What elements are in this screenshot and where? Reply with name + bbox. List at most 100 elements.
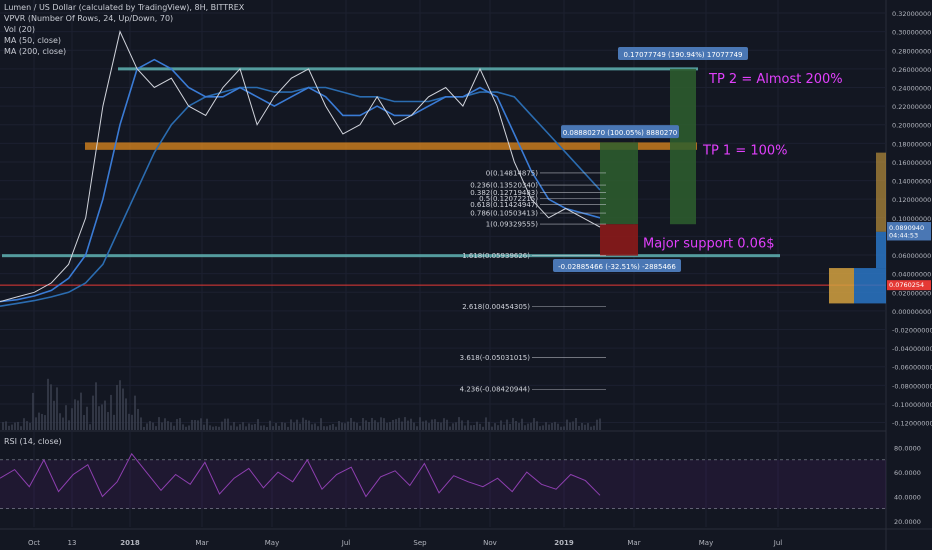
vpvr-bar xyxy=(854,268,886,304)
volume-bar xyxy=(2,422,4,430)
volume-bar xyxy=(26,421,28,430)
volume-bar xyxy=(68,420,70,430)
volume-bar xyxy=(53,400,55,430)
volume-bar xyxy=(80,392,82,430)
volume-bar xyxy=(449,426,451,430)
volume-bar xyxy=(284,422,286,430)
last-price-bg xyxy=(887,222,931,234)
rsi-tick-label: 80.0000 xyxy=(894,445,921,453)
volume-bar xyxy=(143,426,145,430)
volume-bar xyxy=(182,424,184,430)
volume-bar xyxy=(188,425,190,430)
volume-bar xyxy=(362,418,364,430)
vpvr-bar xyxy=(829,268,854,304)
volume-bar xyxy=(404,417,406,430)
volume-bar xyxy=(308,420,310,430)
volume-bar xyxy=(317,426,319,430)
volume-bar xyxy=(410,418,412,430)
volume-bar xyxy=(209,425,211,430)
price-axis[interactable]: 0.32000000 0.30000000 0.28000000 0.26000000… xyxy=(887,10,932,526)
volume-bar xyxy=(131,414,133,430)
volume-bar xyxy=(11,424,13,430)
y-tick-label: -0.10000000 xyxy=(892,401,932,409)
volume-bar xyxy=(56,387,58,430)
volume-bar xyxy=(290,419,292,430)
time-axis[interactable]: Oct 13 2018 Mar May Jul Sep Nov 2019 Mar May Jul xyxy=(28,539,782,547)
volume-bar xyxy=(5,421,7,430)
legend-title[interactable]: Lumen / US Dollar (calculated by Trading… xyxy=(4,3,245,12)
volume-bar xyxy=(356,422,358,430)
volume-bar xyxy=(134,395,136,430)
volume-bar xyxy=(557,423,559,430)
volume-bar xyxy=(566,419,568,430)
fibonacci: 0(0.14814875) 0.236(0.13520340)0.382(0.12… xyxy=(460,169,606,394)
volume-bar xyxy=(575,417,577,430)
y-tick-label: 0.26000000 xyxy=(892,66,931,74)
volume-bar xyxy=(254,424,256,430)
volume-bar xyxy=(455,422,457,430)
volume-bar xyxy=(416,426,418,430)
volume-bar xyxy=(287,426,289,430)
legend-vpvr[interactable]: VPVR (Number Of Rows, 24, Up/Down, 70) xyxy=(4,14,174,23)
countdown-label: 04:44:53 xyxy=(889,231,918,239)
volume-bar xyxy=(320,418,322,430)
levels xyxy=(0,67,886,286)
y-tick-label: 0.18000000 xyxy=(892,140,931,148)
fib-label: 0(0.14814875) xyxy=(486,169,538,177)
volume-bar xyxy=(545,422,547,430)
volume-bar xyxy=(425,420,427,430)
volume-bar xyxy=(584,424,586,430)
volume-bar xyxy=(197,420,199,430)
x-tick-label: 2018 xyxy=(120,539,140,547)
fib-label: 0.236(0.13520340) xyxy=(470,182,538,190)
volume-bar xyxy=(374,420,376,430)
volume-bar xyxy=(260,425,262,430)
volume-bar xyxy=(524,425,526,430)
volume-bar xyxy=(299,423,301,430)
legend-vol[interactable]: Vol (20) xyxy=(4,25,35,34)
volume-bar xyxy=(83,415,85,430)
legend-rsi[interactable]: RSI (14, close) xyxy=(4,437,62,446)
tp2-label: TP 2 = Almost 200% xyxy=(708,72,843,87)
volume-bar xyxy=(488,421,490,430)
volume-bar xyxy=(107,412,109,430)
y-tick-label: 0.02000000 xyxy=(892,289,931,297)
volume-bar xyxy=(281,422,283,430)
tp2-line xyxy=(118,67,698,71)
vpvr-bar xyxy=(876,231,886,269)
y-tick-label: 0.24000000 xyxy=(892,84,931,92)
tp1-zone xyxy=(85,142,697,150)
volume-bar xyxy=(101,404,103,430)
volume-bar xyxy=(173,425,175,430)
volume-bar xyxy=(38,412,40,430)
volume-bar xyxy=(29,422,31,430)
volume-bar xyxy=(464,425,466,430)
volume-bar xyxy=(161,422,163,430)
ma200-line xyxy=(0,86,601,307)
volume-bar xyxy=(479,423,481,430)
volume-bar xyxy=(521,418,523,430)
tp2-box-label-bg xyxy=(618,46,748,60)
volume-bar xyxy=(257,419,259,430)
x-tick-label: Jul xyxy=(773,539,783,547)
volume-bar xyxy=(377,422,379,430)
volume-bar xyxy=(248,423,250,430)
y-tick-label: 0.32000000 xyxy=(892,10,931,18)
volume-bar xyxy=(212,426,214,430)
volume-bar xyxy=(251,424,253,430)
volume-bar xyxy=(440,422,442,430)
volume-bar xyxy=(239,424,241,430)
volume-bar xyxy=(170,422,172,430)
y-tick-label: 0.16000000 xyxy=(892,159,931,167)
legend-ma200[interactable]: MA (200, close) xyxy=(4,47,67,56)
legend-ma50[interactable]: MA (50, close) xyxy=(4,36,62,45)
volume-bar xyxy=(437,421,439,430)
volume-bar xyxy=(323,426,325,430)
fib-label: 0.786(0.10503413) xyxy=(470,210,538,218)
fib-label: 0.382(0.12719483) xyxy=(470,189,538,197)
rsi-tick-label: 60.0000 xyxy=(894,469,921,477)
x-tick-label: Mar xyxy=(195,539,208,547)
y-tick-label: -0.08000000 xyxy=(892,382,932,390)
volume-bar xyxy=(65,405,67,430)
